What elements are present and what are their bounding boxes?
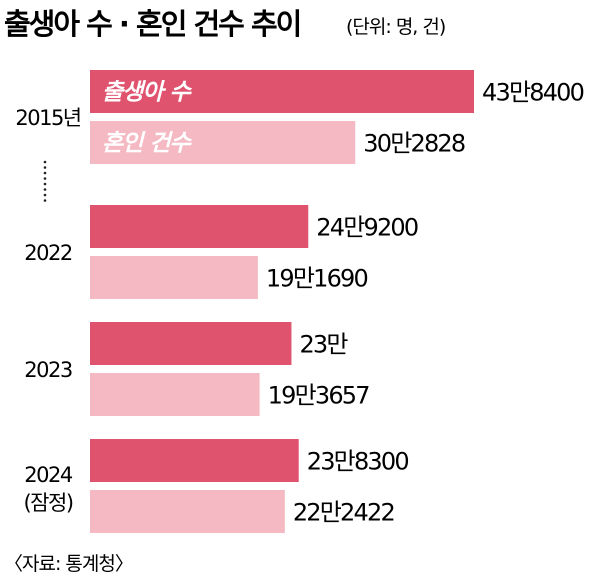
legend-label-births: 출생아 수 — [102, 80, 192, 106]
bar-marriages-0 — [90, 121, 356, 164]
value-label-births-0: 43만8400 — [482, 79, 584, 107]
value-label-marriages-3: 22만2422 — [293, 499, 394, 527]
value-label-marriages-0: 30만2828 — [363, 130, 465, 158]
category-label-1: 2022 — [24, 241, 72, 265]
category-note-3: (잠정) — [23, 491, 72, 515]
axis-break-dots — [43, 160, 47, 202]
source-note: 〈자료: 통계청〉 — [4, 553, 133, 575]
value-label-marriages-1: 19만1690 — [266, 265, 368, 293]
bar-births-1 — [90, 205, 309, 248]
chart-title: 출생아 수 · 혼인 건수 추이 — [4, 7, 300, 41]
bar-births-2 — [90, 322, 292, 365]
labels-group: 43만8400 출생아 수 30만2828 혼인 건수 2015년 24만9200 19만1… — [15, 79, 585, 527]
value-label-marriages-2: 19만3657 — [268, 382, 370, 410]
bar-births-3 — [90, 439, 299, 482]
bar-marriages-2 — [90, 373, 260, 416]
category-label-3: 2024 — [24, 463, 73, 487]
bar-marriages-1 — [90, 256, 258, 299]
category-label-0: 2015년 — [15, 106, 80, 130]
value-label-births-1: 24만9200 — [316, 214, 418, 242]
value-label-births-3: 23만8300 — [307, 448, 409, 476]
bars-group — [43, 70, 474, 533]
bar-marriages-3 — [90, 490, 285, 533]
value-label-births-2: 23만 — [299, 331, 348, 359]
bar-births-0 — [90, 70, 474, 113]
category-label-2: 2023 — [24, 358, 72, 382]
unit-note: (단위: 명, 건) — [346, 16, 445, 38]
legend-label-marriages: 혼인 건수 — [102, 131, 192, 157]
